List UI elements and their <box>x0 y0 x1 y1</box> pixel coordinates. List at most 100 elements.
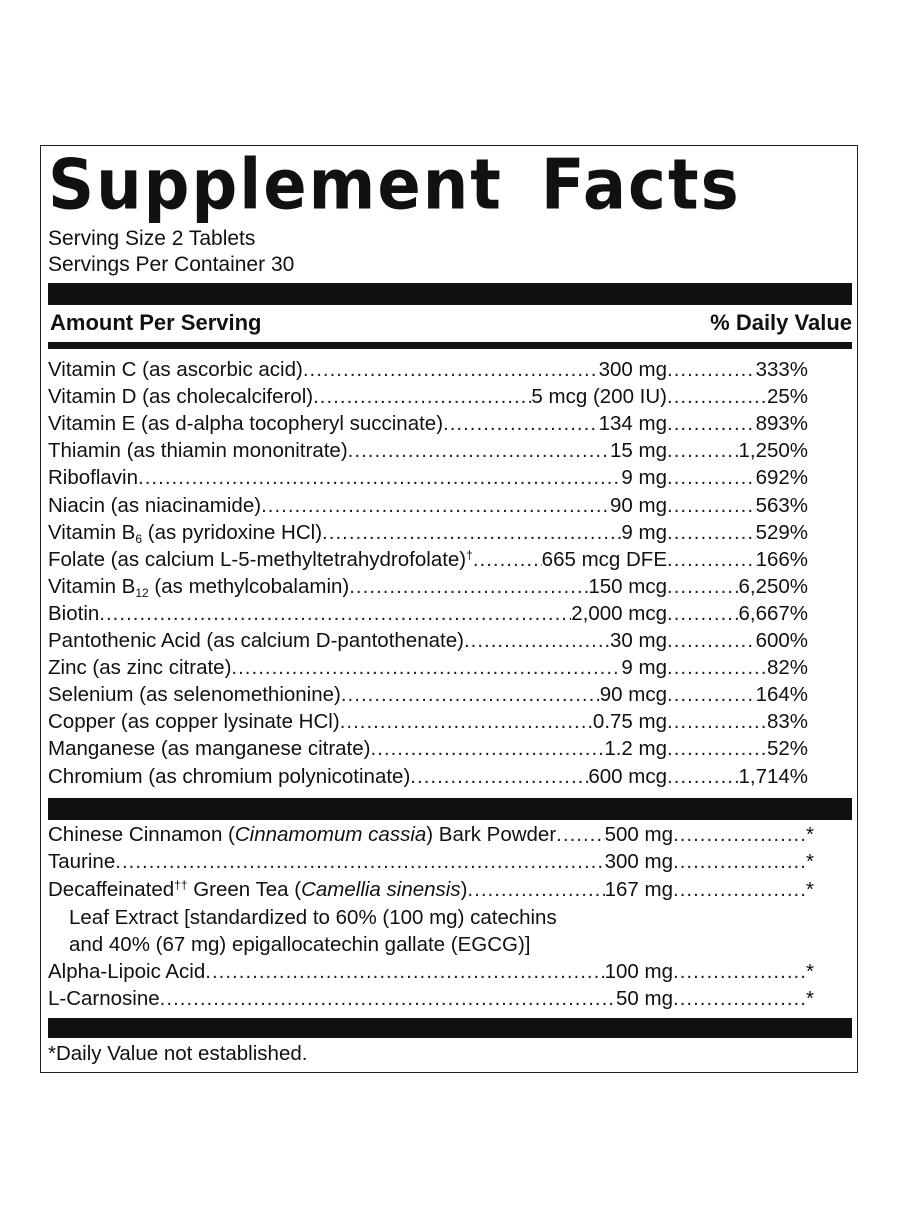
ingredient-name: L-Carnosine <box>48 985 160 1012</box>
ingredient-row: Vitamin C (as ascorbic acid) 300 mg 333% <box>48 356 808 383</box>
ingredient-name-text: Vitamin B <box>48 574 136 598</box>
ingredient-latin-name: Cinnamomum cassia <box>234 823 427 846</box>
ingredient-amount: 300 mg <box>598 358 667 381</box>
dot-leader <box>667 464 756 491</box>
supplement-facts-panel: Supplement Facts Serving Size 2 Tablets S… <box>40 145 858 1073</box>
ingredient-amount: 150 mcg <box>588 574 667 598</box>
dot-leader <box>667 600 738 627</box>
dot-leader <box>673 821 806 848</box>
ingredient-row: Vitamin B6 (as pyridoxine HCl) 9 mg 529% <box>48 519 808 546</box>
dot-leader <box>467 876 604 903</box>
ingredient-name-text: Alpha-Lipoic Acid <box>48 960 206 983</box>
ingredient-amount: 50 mg <box>616 987 673 1010</box>
ingredient-row: Vitamin D (as cholecalciferol) 5 mcg (200… <box>48 383 808 410</box>
ingredient-amount: 2,000 mcg <box>571 601 667 625</box>
ingredient-name-text: Vitamin C (as ascorbic acid) <box>48 358 303 381</box>
ingredient-row: Chromium (as chromium polynicotinate) 600… <box>48 763 808 790</box>
dot-leader <box>667 410 756 437</box>
ingredient-name-text: Niacin (as niacinamide) <box>48 493 262 517</box>
ingredient-name-text: Green Tea ( <box>187 878 302 901</box>
ingredient-name-text: Vitamin B <box>48 520 136 544</box>
ingredient-name: Vitamin B12 (as methylcobalamin) <box>48 573 349 600</box>
ingredient-name: Vitamin B6 (as pyridoxine HCl) <box>48 519 322 546</box>
dot-leader <box>160 985 616 1012</box>
ingredient-daily-value: 529% <box>755 520 808 544</box>
ingredient-row: Folate (as calcium L-5-methyltetrahydrof… <box>48 546 808 573</box>
dot-leader <box>667 356 756 383</box>
ingredient-daily-value: 692% <box>755 466 808 490</box>
dot-leader <box>667 763 738 790</box>
ingredient-name: Vitamin E (as d-alpha tocopheryl succina… <box>48 410 443 437</box>
dot-leader <box>464 627 610 654</box>
ingredient-daily-value: 1,714% <box>738 764 808 788</box>
thick-divider <box>48 1018 852 1038</box>
ingredient-name-text: Folate (as calcium L-5-methyltetrahydrof… <box>48 547 467 571</box>
dot-leader <box>673 848 806 875</box>
dot-leader <box>673 958 806 985</box>
ingredient-name-text: Thiamin (as thiamin mononitrate) <box>48 439 348 463</box>
ingredient-name-subscript: 12 <box>135 585 149 600</box>
dot-leader <box>556 821 604 848</box>
dot-leader <box>667 546 756 573</box>
dot-leader <box>99 600 571 627</box>
ingredient-amount: 30 mg <box>610 629 667 652</box>
ingredient-amount: 5 mcg (200 IU) <box>531 385 667 409</box>
ingredient-daily-value: 1,250% <box>738 439 808 463</box>
ingredient-amount: 0.75 mg <box>592 710 667 734</box>
dot-leader <box>205 958 604 985</box>
title-word-1: Supplement <box>48 146 503 226</box>
ingredient-row: Copper (as copper lysinate HCl) 0.75 mg 83… <box>48 708 808 735</box>
ingredient-row: Thiamin (as thiamin mononitrate) 15 mg 1,2… <box>48 437 808 464</box>
green-tea-continuation-line-1: Leaf Extract [standardized to 60% (100 m… <box>69 906 557 929</box>
ingredient-name-text: Zinc (as zinc citrate) <box>48 656 232 680</box>
ingredient-name: Decaffeinated†† Green Tea (Camellia sine… <box>48 876 467 903</box>
ingredient-daily-value: 563% <box>755 493 808 517</box>
ingredient-daily-value: 600% <box>755 629 808 652</box>
dot-leader <box>667 654 767 681</box>
ingredient-amount: 90 mg <box>610 493 667 517</box>
dot-leader <box>341 681 600 708</box>
ingredient-daily-value: * <box>806 960 814 983</box>
ingredient-name-text: Biotin <box>48 601 100 625</box>
ingredient-name: Niacin (as niacinamide) <box>48 492 261 519</box>
dot-leader <box>667 519 756 546</box>
ingredient-amount: 167 mg <box>604 878 673 901</box>
ingredient-daily-value: 83% <box>766 710 808 734</box>
dot-leader <box>667 735 767 762</box>
ingredient-name-superscript: †† <box>174 878 188 892</box>
serving-size: Serving Size 2 Tablets <box>48 227 256 250</box>
ingredient-amount: 134 mg <box>598 412 667 436</box>
ingredient-amount: 600 mcg <box>588 764 667 788</box>
ingredient-name-text: Manganese (as manganese citrate) <box>48 737 371 761</box>
dot-leader <box>322 519 621 546</box>
ingredient-amount: 9 mg <box>621 520 667 544</box>
ingredient-amount: 15 mg <box>610 439 667 463</box>
ingredient-name: Selenium (as selenomethionine) <box>48 681 341 708</box>
dot-leader <box>473 546 542 573</box>
ingredient-amount: 665 mcg DFE <box>541 547 667 571</box>
ingredient-name: Zinc (as zinc citrate) <box>48 654 231 681</box>
dot-leader <box>340 708 593 735</box>
green-tea-continuation-line-2: and 40% (67 mg) epigallocatechin gallate… <box>69 933 531 956</box>
ingredient-name-text: Pantothenic Acid (as calcium D-pantothen… <box>48 629 464 652</box>
ingredient-name-text: Chinese Cinnamon ( <box>48 823 235 846</box>
dot-leader <box>673 876 806 903</box>
ingredient-name-text: Chromium (as chromium polynicotinate) <box>48 764 411 788</box>
dot-leader <box>261 492 610 519</box>
ingredient-name-text: Vitamin E (as d-alpha tocopheryl succina… <box>48 412 444 436</box>
dot-leader <box>371 735 605 762</box>
dot-leader <box>231 654 621 681</box>
dot-leader <box>138 464 621 491</box>
ingredient-latin-name: Camellia sinensis <box>301 878 461 901</box>
title-word-2: Facts <box>540 146 741 226</box>
ingredient-amount: 500 mg <box>604 823 673 846</box>
thick-divider <box>48 283 852 305</box>
dot-leader <box>313 383 531 410</box>
servings-per-container: Servings Per Container 30 <box>48 253 295 276</box>
ingredient-daily-value: * <box>806 987 814 1010</box>
dot-leader <box>667 492 756 519</box>
ingredient-row: Alpha-Lipoic Acid 100 mg * <box>48 958 814 985</box>
ingredient-name-text: ) Bark Powder <box>426 823 557 846</box>
ingredient-row: Vitamin E (as d-alpha tocopheryl succina… <box>48 410 808 437</box>
dot-leader <box>349 573 588 600</box>
